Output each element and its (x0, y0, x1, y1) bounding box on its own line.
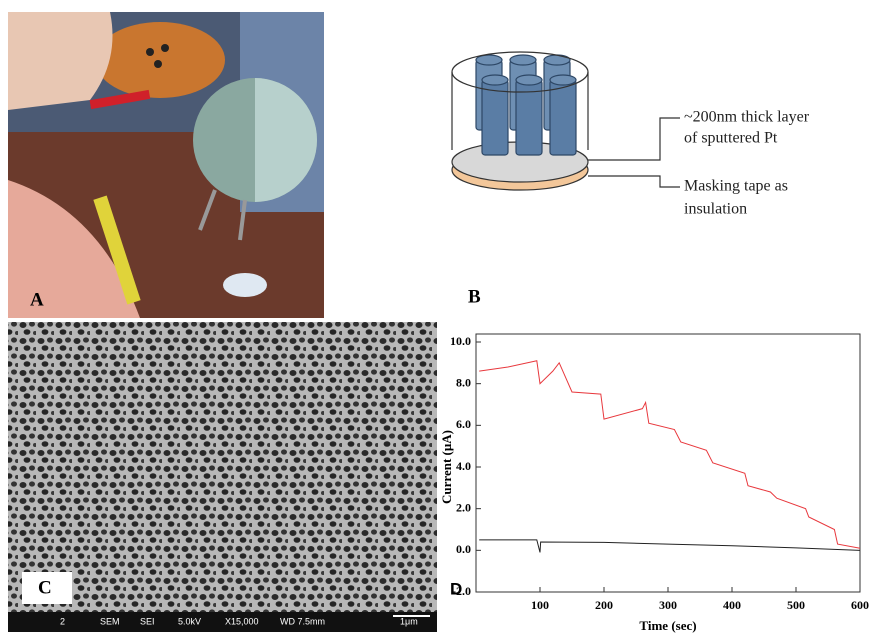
plot-frame (475, 333, 861, 593)
photo-panel: A (8, 12, 324, 318)
diagram-label: of sputtered Pt (684, 130, 778, 147)
y-tick-label: 2.0 (456, 500, 471, 514)
diagram-label: insulation (684, 201, 747, 218)
data-line (479, 539, 861, 553)
sem-info: SEM (100, 616, 120, 626)
diagram-label: ~200nm thick layer (684, 109, 810, 126)
y-tick-label: 4.0 (456, 459, 471, 473)
sem-info: 5.0kV (178, 616, 201, 626)
y-tick-label: 8.0 (456, 375, 471, 389)
panel-label: C (38, 577, 52, 598)
y-tick-label: -2.0 (452, 584, 471, 598)
x-tick-label: 600 (851, 598, 869, 612)
x-tick-label: 100 (531, 598, 549, 612)
y-axis-label: Current (μA) (439, 430, 454, 504)
y-tick-label: 6.0 (456, 417, 471, 431)
y-tick-label: 0.0 (456, 542, 471, 556)
panel-label: A (30, 289, 44, 310)
sem-info: SEI (140, 616, 155, 626)
sem-info: X15,000 (225, 616, 259, 626)
sem-info: WD 7.5mm (280, 616, 325, 626)
diagram-panel (451, 51, 680, 191)
panel-label: D (450, 579, 462, 598)
data-line (479, 360, 861, 549)
diagram-label: Masking tape as (684, 178, 788, 195)
chart: -2.0 0.0 2.0 4.0 6.0 8.0 10.0 100 200 300 400 500 60… (439, 333, 869, 633)
x-tick-label: 200 (595, 598, 613, 612)
panel-label: B (468, 286, 481, 307)
sem-panel: C (8, 322, 437, 632)
x-tick-label: 500 (787, 598, 805, 612)
sem-info: 2 (60, 616, 65, 626)
x-tick-label: 400 (723, 598, 741, 612)
x-tick-label: 300 (659, 598, 677, 612)
x-axis-label: Time (sec) (639, 618, 696, 633)
y-tick-label: 10.0 (450, 334, 471, 348)
sem-info: 1μm (400, 616, 418, 626)
